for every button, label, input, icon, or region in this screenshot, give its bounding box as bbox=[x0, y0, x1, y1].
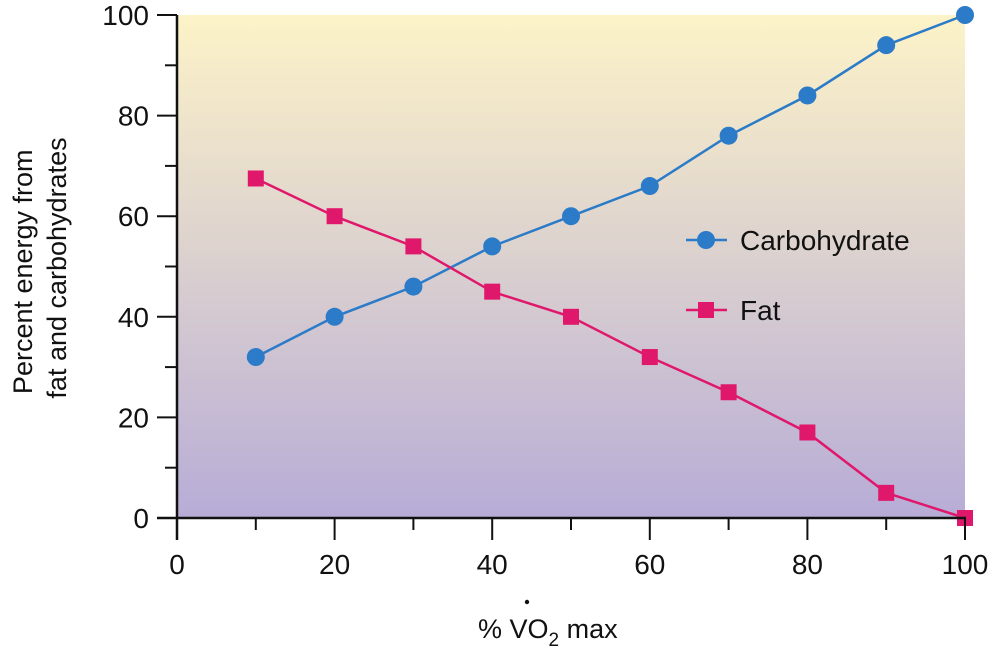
data-point-fat bbox=[563, 308, 579, 325]
legend: Carbohydrate Fat bbox=[686, 225, 910, 326]
legend-fat-label: Fat bbox=[740, 295, 781, 326]
y-tick-label: 100 bbox=[102, 0, 149, 31]
data-point-fat bbox=[405, 238, 422, 255]
legend-fat-marker bbox=[698, 302, 714, 318]
ticks: 0 20 40 60 80 100 0 20 40 60 80 100 bbox=[102, 0, 988, 580]
plot-background bbox=[177, 15, 965, 518]
y-tick-label: 40 bbox=[118, 302, 149, 333]
data-point-fat bbox=[326, 208, 343, 225]
y-tick-label: 80 bbox=[118, 101, 149, 132]
data-point-carbohydrate bbox=[798, 86, 817, 105]
x-axis-title-prefix: % VO2 max bbox=[478, 614, 618, 651]
x-axis-title: % VO2 max bbox=[478, 599, 618, 651]
legend-item-carbohydrate: Carbohydrate bbox=[686, 225, 910, 256]
y-axis-title: Percent energy from fat and carbohydrate… bbox=[8, 137, 72, 398]
y-tick-label: 0 bbox=[133, 503, 149, 534]
legend-carbohydrate-label: Carbohydrate bbox=[740, 225, 910, 256]
x-axis-title-vdot bbox=[524, 599, 530, 605]
legend-item-fat: Fat bbox=[686, 295, 781, 326]
x-tick-label: 40 bbox=[477, 549, 508, 580]
data-point-fat bbox=[878, 484, 895, 501]
x-tick-label: 100 bbox=[942, 549, 989, 580]
x-axis-title-percent: % bbox=[478, 614, 510, 644]
axes bbox=[157, 15, 966, 540]
data-point-carbohydrate bbox=[562, 207, 580, 226]
y-tick-label: 20 bbox=[118, 402, 149, 433]
x-tick-label: 60 bbox=[634, 549, 665, 580]
series-layer bbox=[246, 6, 974, 526]
data-point-carbohydrate bbox=[325, 307, 344, 326]
x-axis-title-o: O bbox=[528, 614, 549, 644]
y-axis-title-line-2: fat and carbohydrates bbox=[42, 137, 72, 398]
data-point-fat bbox=[720, 384, 737, 401]
legend-carbohydrate-marker bbox=[697, 231, 715, 249]
x-tick-label: 0 bbox=[169, 549, 185, 580]
data-point-carbohydrate bbox=[404, 277, 423, 296]
data-point-fat bbox=[799, 424, 816, 441]
data-point-carbohydrate bbox=[877, 36, 896, 55]
data-point-fat bbox=[484, 283, 501, 300]
data-point-carbohydrate bbox=[956, 6, 974, 24]
x-tick-label: 80 bbox=[792, 549, 823, 580]
x-axis-title-subscript: 2 bbox=[549, 630, 560, 651]
y-tick-label: 60 bbox=[118, 201, 149, 232]
x-axis-title-v: V bbox=[510, 614, 528, 644]
series-line-carbohydrate bbox=[255, 13, 966, 359]
y-axis-title-line-1: Percent energy from bbox=[8, 149, 38, 394]
data-point-carbohydrate bbox=[640, 177, 659, 196]
data-point-fat bbox=[247, 170, 264, 187]
x-tick-label: 20 bbox=[319, 549, 350, 580]
data-point-carbohydrate bbox=[719, 126, 738, 145]
data-point-carbohydrate bbox=[246, 348, 265, 367]
series-line-fat bbox=[255, 177, 966, 520]
data-point-carbohydrate bbox=[483, 237, 502, 256]
x-axis-title-suffix: max bbox=[559, 614, 618, 644]
data-point-fat bbox=[641, 349, 658, 366]
